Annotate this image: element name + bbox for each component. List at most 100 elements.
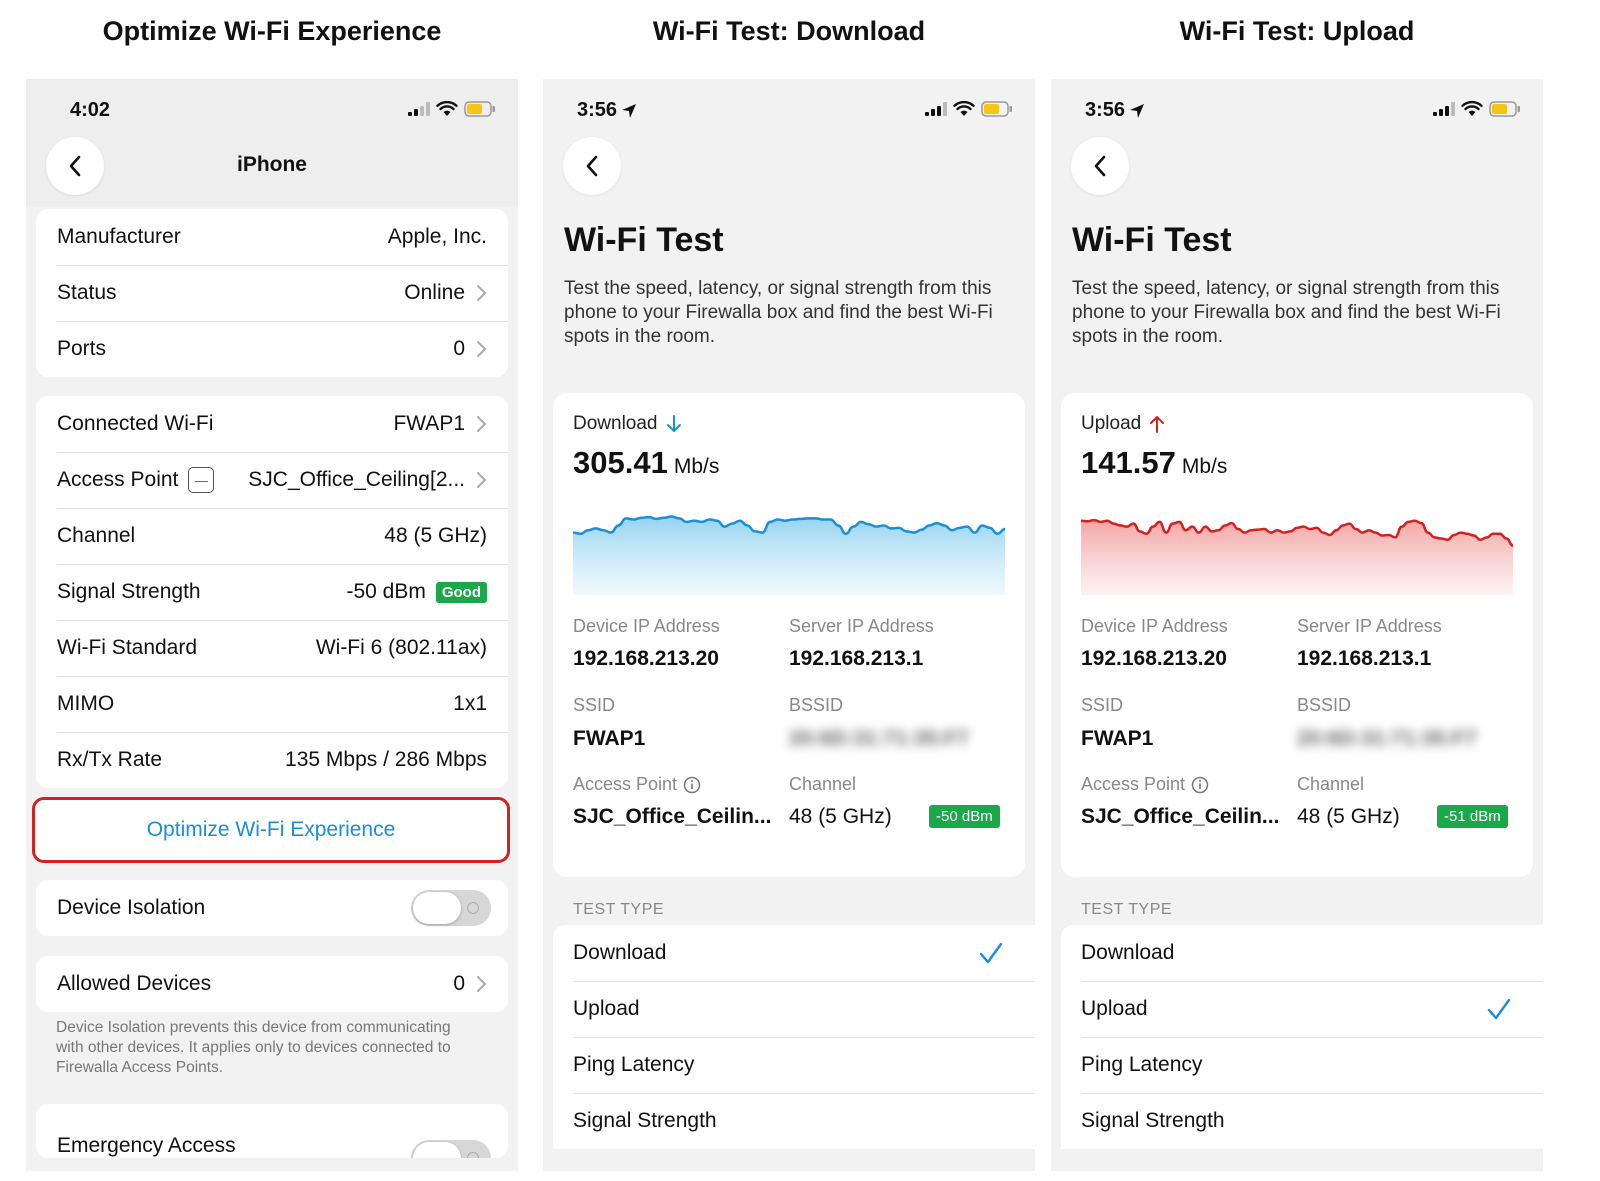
sparkline-line [1081, 518, 1513, 547]
row-value: 1x1 [453, 692, 487, 715]
row-rx-tx-rate: Rx/Tx Rate 135 Mbps / 286 Mbps [36, 732, 508, 788]
emergency-access-card: Emergency Access [36, 1104, 508, 1158]
back-button[interactable] [46, 137, 104, 195]
row-status[interactable]: Status Online [36, 265, 508, 321]
metric-unit: Mb/s [1181, 455, 1228, 478]
row-value: -50 dBm [346, 580, 426, 603]
row-mimo: MIMO 1x1 [36, 676, 508, 732]
signal-dbm-badge: -51 dBm [1437, 805, 1508, 828]
metric-value: 141.57 Mb/s [1081, 445, 1227, 481]
row-label: Connected Wi-Fi [57, 412, 214, 435]
test-option-upload[interactable]: Upload [1061, 981, 1543, 1037]
page-title: Wi-Fi Test [1072, 221, 1232, 259]
phone-download: 3:56 Wi-Fi Test Test the speed, latency,… [543, 79, 1035, 1171]
status-icons [408, 101, 496, 117]
battery-icon [464, 101, 495, 117]
bssid-label: BSSID [1297, 695, 1352, 715]
info-icon[interactable] [1191, 776, 1209, 794]
channel-value: 48 (5 GHz) [789, 805, 892, 828]
row-value: FWAP1 [393, 412, 465, 435]
row-allowed-devices[interactable]: Allowed Devices 0 [36, 956, 508, 1012]
isolation-footnote: Device Isolation prevents this device fr… [56, 1019, 451, 1076]
test-option-ping-latency[interactable]: Ping Latency [553, 1037, 1035, 1093]
test-option-signal-strength[interactable]: Signal Strength [553, 1093, 1035, 1149]
caption-download: Wi-Fi Test: Download [652, 16, 926, 46]
sparkline-area [1081, 520, 1513, 595]
access-point-label-text: Access Point [1081, 774, 1186, 794]
test-option-download[interactable]: Download [1061, 925, 1543, 981]
row-value: Apple, Inc. [387, 225, 487, 248]
test-option-signal-strength[interactable]: Signal Strength [1061, 1093, 1543, 1149]
row-value-wrap: SJC_Office_Ceiling[2... [248, 468, 487, 492]
row-label-wrap: Access Point — [57, 467, 215, 493]
row-signal-strength: Signal Strength -50 dBm Good [36, 564, 508, 620]
test-type-list: Download Upload Ping Latency Signal Stre… [1061, 925, 1543, 1149]
row-label: Allowed Devices [57, 972, 212, 995]
server-ip-value: 192.168.213.1 [1297, 647, 1432, 670]
access-point-value: SJC_Office_Ceilin... [573, 805, 772, 828]
row-connected-wifi[interactable]: Connected Wi-Fi FWAP1 [36, 396, 508, 452]
test-result-card: Download 305.41 Mb/s Device IP Address 19… [553, 393, 1025, 877]
test-option-upload[interactable]: Upload [553, 981, 1035, 1037]
row-access-point[interactable]: Access Point — SJC_Office_Ceiling[2... [36, 452, 508, 508]
row-value-wrap: 0 [453, 337, 487, 361]
row-label: Status [57, 281, 117, 304]
row-value-wrap: 0 [453, 972, 487, 996]
signal-dbm-badge: -50 dBm [929, 805, 1000, 828]
row-value: SJC_Office_Ceiling[2... [248, 468, 465, 491]
server-ip-label: Server IP Address [789, 616, 934, 636]
chevron-right-icon [477, 416, 487, 432]
row-value: 135 Mbps / 286 Mbps [285, 748, 487, 771]
server-ip-label: Server IP Address [1297, 616, 1442, 636]
back-button[interactable] [563, 137, 621, 195]
access-point-label: Access Point [1081, 774, 1209, 795]
row-ports[interactable]: Ports 0 [36, 321, 508, 377]
test-type-header: TEST TYPE [573, 901, 665, 918]
status-time-text: 3:56 [577, 99, 618, 121]
back-chevron-icon [1094, 155, 1106, 177]
test-option-label: Signal Strength [573, 1109, 717, 1132]
checkmark-icon [979, 942, 1003, 964]
access-point-icon: — [188, 467, 215, 493]
cellular-signal-icon [408, 102, 430, 116]
metric-label: Upload [1081, 413, 1165, 435]
row-value-wrap: FWAP1 [393, 412, 487, 436]
test-option-download[interactable]: Download [553, 925, 1035, 981]
ssid-value: FWAP1 [573, 727, 646, 750]
sparkline-line [573, 515, 1005, 536]
row-label: Access Point [57, 468, 179, 491]
test-option-label: Ping Latency [573, 1053, 695, 1076]
channel-label: Channel [789, 774, 857, 794]
device-ip-label: Device IP Address [1081, 616, 1228, 636]
page-description: Test the speed, latency, or signal stren… [1072, 278, 1501, 347]
row-manufacturer: Manufacturer Apple, Inc. [36, 209, 508, 265]
signal-good-badge: Good [435, 581, 487, 603]
row-label: Emergency Access [57, 1134, 236, 1157]
row-value: Wi-Fi 6 (802.11ax) [315, 636, 487, 659]
device-isolation-toggle[interactable] [411, 890, 491, 926]
nav-title: iPhone [236, 153, 307, 176]
back-button[interactable] [1071, 137, 1129, 195]
bssid-value: 20:6D:31:71:35:F7 [789, 727, 969, 750]
metric-label: Download [573, 413, 682, 435]
back-chevron-icon [586, 155, 598, 177]
channel-label: Channel [1297, 774, 1365, 794]
row-channel: Channel 48 (5 GHz) [36, 508, 508, 564]
nav-bar [26, 79, 518, 207]
test-option-label: Download [1081, 941, 1175, 964]
status-time: 3:56 [1085, 99, 1145, 122]
page-description: Test the speed, latency, or signal stren… [564, 278, 993, 347]
test-type-list: Download Upload Ping Latency Signal Stre… [553, 925, 1035, 1149]
info-icon[interactable] [683, 776, 701, 794]
phone-optimize: 4:02 iPhone Manufacturer Apple, Inc. Sta… [26, 79, 518, 1171]
access-point-label-text: Access Point [573, 774, 678, 794]
emergency-access-toggle[interactable] [411, 1140, 491, 1158]
test-option-label: Upload [573, 997, 640, 1020]
optimize-wifi-button[interactable]: Optimize Wi-Fi Experience [32, 797, 510, 863]
upload-sparkline [1081, 518, 1513, 595]
test-option-ping-latency[interactable]: Ping Latency [1061, 1037, 1543, 1093]
row-label: Manufacturer [57, 225, 181, 248]
chevron-right-icon [477, 472, 487, 488]
chevron-right-icon [477, 341, 487, 357]
upload-arrow-icon [1150, 416, 1165, 433]
